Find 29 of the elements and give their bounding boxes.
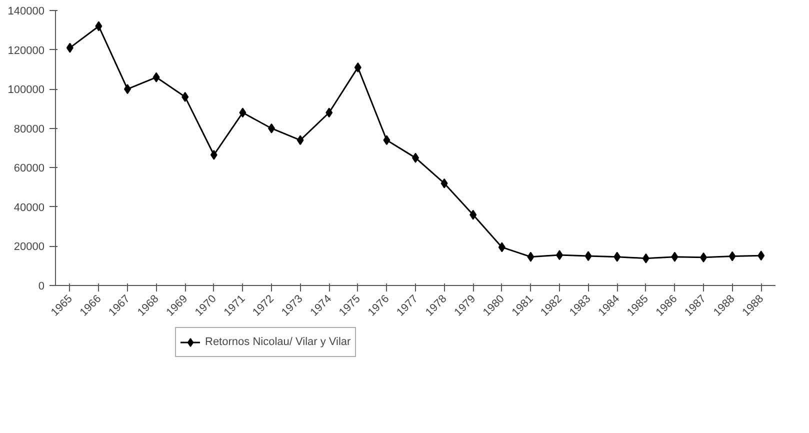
point [728,251,736,262]
point [95,21,102,32]
y-tick-label: 40000 [14,202,45,214]
point [182,92,189,102]
point [758,250,765,261]
point [470,210,477,220]
y-tick-label: 20000 [14,241,45,254]
point [210,150,218,160]
y-tick-label: 60000 [14,162,45,175]
point [239,108,246,118]
point [498,242,506,252]
point [296,135,304,146]
legend-label: Retornos Nicolau/ Vilar y Vilar [205,336,351,348]
point [354,62,362,72]
point [440,178,448,188]
point [614,252,621,262]
y-tick-label: 140000 [8,6,45,18]
y-tick-label: 0 [38,280,45,292]
point [671,252,678,262]
y-tick-label: 100000 [8,84,45,96]
point [152,72,160,82]
point [383,135,390,146]
point [584,251,592,262]
y-tick-label: 80000 [14,123,45,136]
point [527,252,534,262]
y-tick-label: 120000 [8,44,45,57]
point [642,253,650,264]
point [66,42,74,53]
point [326,108,333,118]
